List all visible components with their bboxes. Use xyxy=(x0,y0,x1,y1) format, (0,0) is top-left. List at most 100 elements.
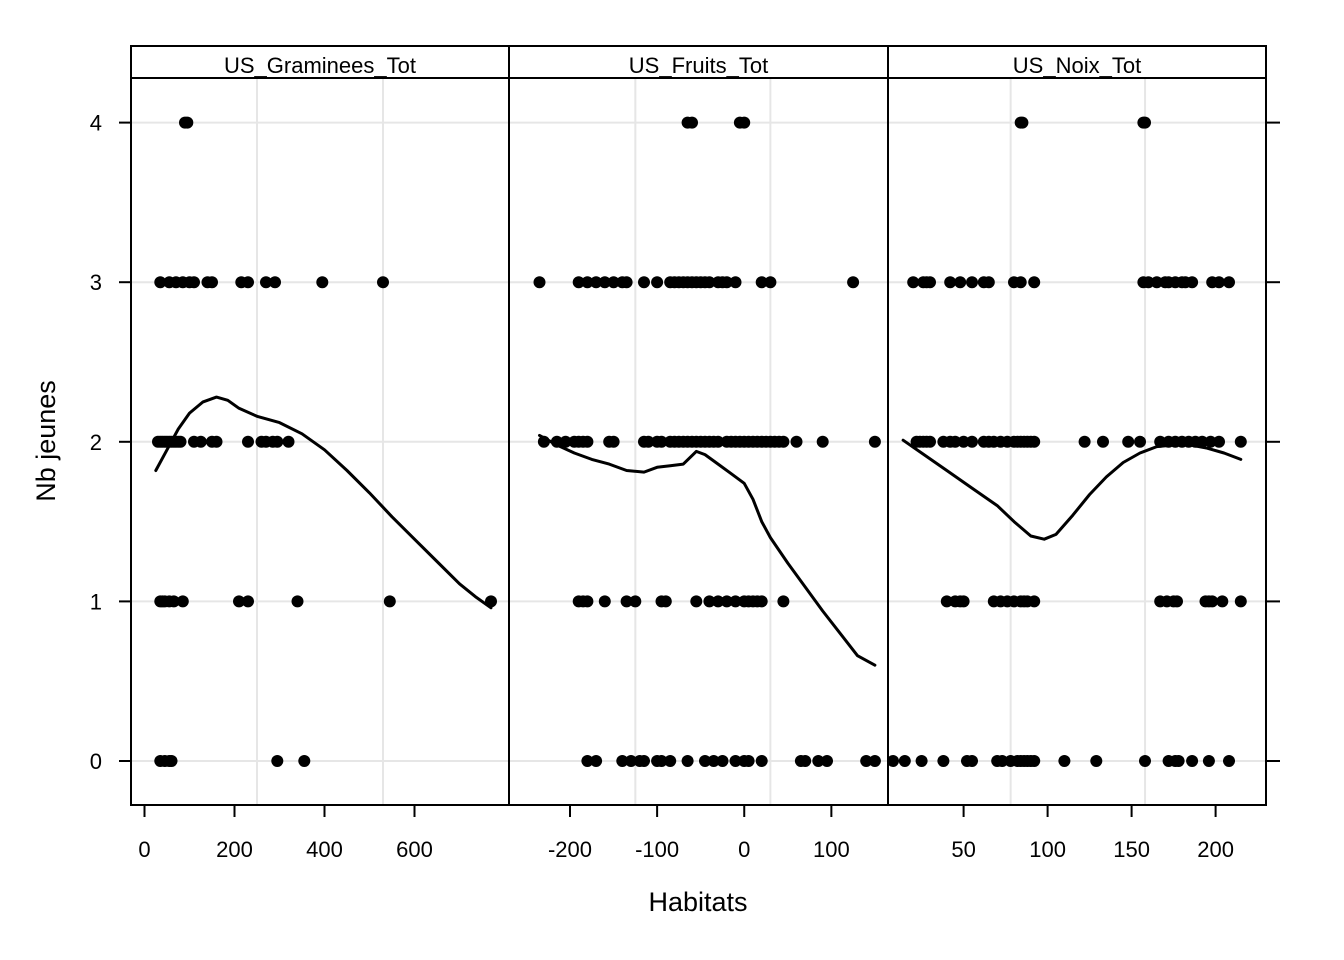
data-point xyxy=(860,755,873,767)
data-point xyxy=(260,276,272,289)
data-point xyxy=(949,435,962,448)
panel-2: US_Fruits_Tot -200 -100 0 100 xyxy=(508,45,889,862)
data-point xyxy=(1097,435,1109,448)
data-point xyxy=(1090,755,1103,767)
data-point xyxy=(581,595,594,608)
data-point xyxy=(242,276,254,289)
strip-label: US_Fruits_Tot xyxy=(629,53,768,78)
x-tick-label: 150 xyxy=(1113,837,1150,862)
data-point xyxy=(681,755,694,767)
x-tick-label: 100 xyxy=(813,837,850,862)
x-tick-label: 0 xyxy=(738,837,750,862)
data-point xyxy=(598,276,611,289)
data-point xyxy=(620,276,633,289)
data-point xyxy=(1028,595,1041,608)
data-point xyxy=(777,595,790,608)
data-point xyxy=(167,595,180,608)
data-point xyxy=(966,276,978,289)
smooth-line xyxy=(538,433,877,667)
data-point xyxy=(1028,755,1041,767)
data-point xyxy=(638,755,650,767)
panel-3: US_Noix_Tot 50 100 150 200 xyxy=(887,45,1267,862)
data-point xyxy=(181,116,194,129)
data-point xyxy=(1234,435,1247,448)
y-tick-label: 4 xyxy=(90,111,102,136)
data-point xyxy=(1058,755,1071,767)
data-point xyxy=(686,116,698,129)
data-point xyxy=(777,435,790,448)
y-axis: 0 1 2 3 4 xyxy=(90,111,1280,774)
x-axis-title: Habitats xyxy=(648,887,747,917)
x-tick-label: 100 xyxy=(1029,837,1066,862)
data-point xyxy=(194,435,207,448)
data-point xyxy=(174,435,187,448)
data-point xyxy=(729,595,742,608)
data-point xyxy=(154,276,167,289)
y-tick-label: 2 xyxy=(90,430,102,455)
data-point xyxy=(707,755,720,767)
strip-label: US_Noix_Tot xyxy=(1013,53,1141,78)
data-point xyxy=(799,755,812,767)
data-point xyxy=(1172,755,1185,767)
data-point xyxy=(607,276,620,289)
data-point xyxy=(1028,435,1041,448)
data-point xyxy=(316,276,329,289)
data-point xyxy=(699,755,711,767)
data-point xyxy=(638,276,650,289)
data-point xyxy=(1202,755,1215,767)
data-point xyxy=(703,595,716,608)
data-point xyxy=(1206,595,1219,608)
data-point xyxy=(1154,435,1167,448)
data-point xyxy=(550,435,563,448)
data-point xyxy=(598,595,611,608)
data-point xyxy=(1016,116,1029,129)
data-point xyxy=(242,595,254,608)
data-point xyxy=(642,435,655,448)
data-point xyxy=(954,276,967,289)
data-point xyxy=(1213,435,1225,448)
data-point xyxy=(690,595,703,608)
data-point xyxy=(887,755,899,767)
data-point xyxy=(1196,435,1209,448)
data-point xyxy=(269,276,281,289)
data-point xyxy=(485,595,497,608)
data-point xyxy=(559,435,572,448)
data-point xyxy=(729,276,742,289)
x-tick-label: 200 xyxy=(216,837,253,862)
data-point xyxy=(188,276,200,289)
data-point xyxy=(210,435,223,448)
data-point xyxy=(720,276,733,289)
smooth-line xyxy=(154,395,493,610)
data-point xyxy=(868,435,881,448)
data-point xyxy=(716,755,729,767)
data-point xyxy=(271,435,284,448)
x-tick-label: 50 xyxy=(951,837,975,862)
data-point xyxy=(537,435,550,448)
data-point xyxy=(1139,116,1151,129)
panel-1: US_Graminees_Tot 0 200 400 600 xyxy=(130,45,510,862)
data-point xyxy=(242,435,254,448)
data-point xyxy=(712,435,725,448)
data-point xyxy=(1142,276,1155,289)
data-point xyxy=(915,755,928,767)
data-point xyxy=(703,276,716,289)
y-tick-label: 3 xyxy=(90,270,102,295)
data-point xyxy=(742,755,755,767)
data-point xyxy=(291,595,304,608)
data-point xyxy=(533,276,546,289)
data-point xyxy=(966,435,978,448)
data-point xyxy=(581,276,594,289)
x-tick-label: -100 xyxy=(635,837,679,862)
data-point xyxy=(790,435,803,448)
data-point xyxy=(607,435,620,448)
data-point xyxy=(1186,755,1199,767)
data-point xyxy=(1216,595,1229,608)
data-point xyxy=(957,595,970,608)
data-point xyxy=(581,435,594,448)
data-point xyxy=(957,435,970,448)
data-point xyxy=(712,595,725,608)
data-point xyxy=(924,435,936,448)
y-tick-label: 0 xyxy=(90,749,102,774)
data-point xyxy=(729,755,742,767)
data-point xyxy=(764,276,777,289)
